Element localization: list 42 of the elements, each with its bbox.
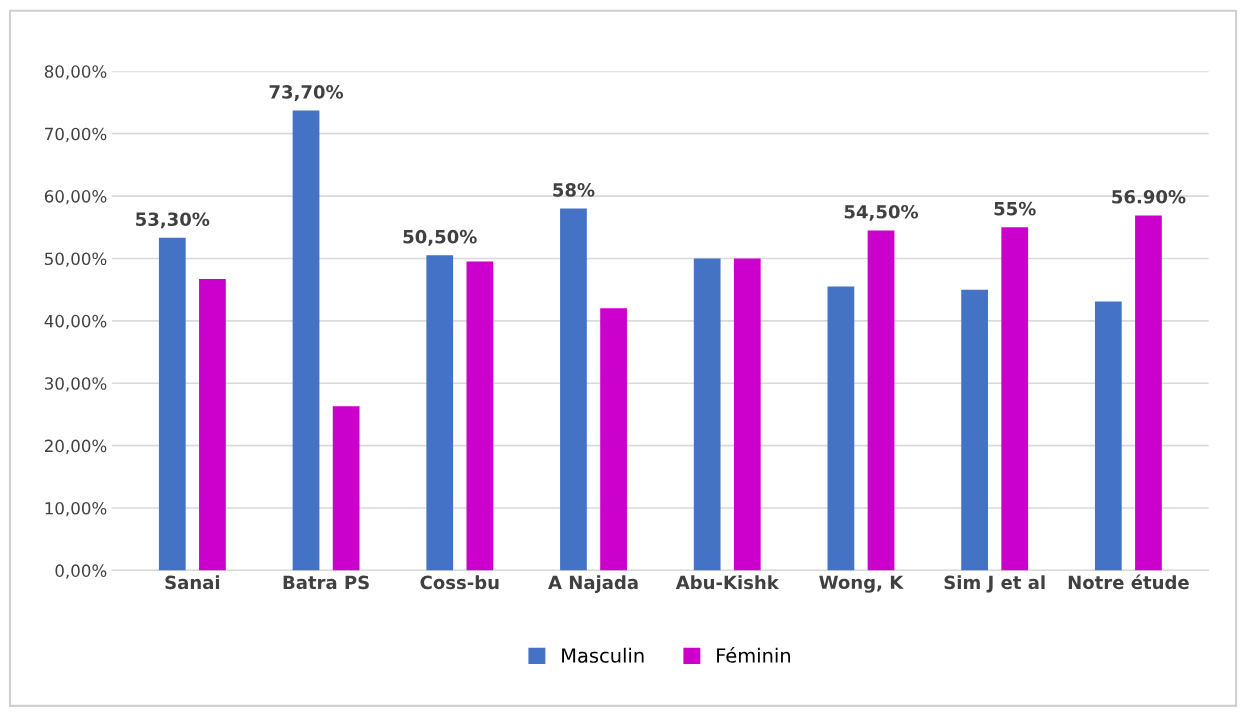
x-tick-label: Notre étude <box>1068 574 1189 590</box>
bar <box>1001 227 1029 571</box>
y-tick-label: 40,00% <box>44 314 107 330</box>
y-tick-label: 30,00% <box>45 377 107 392</box>
x-tick-label: Sim J et al <box>944 575 1045 593</box>
x-tick-label: Batra PS <box>283 575 369 590</box>
data-label: 53,30% <box>136 212 210 229</box>
data-label: 50,50% <box>403 229 477 246</box>
legend-label: Féminin <box>717 647 790 663</box>
x-tick-label: Wong, K <box>819 575 904 593</box>
bar <box>600 308 627 571</box>
x-tick-label: Coss-bu <box>420 575 499 590</box>
bar <box>560 208 587 571</box>
y-tick-label: 10,00% <box>45 501 107 517</box>
bar <box>1094 301 1122 571</box>
legend-label: Masculin <box>562 647 644 663</box>
x-tick-label: Sanai <box>165 575 220 590</box>
y-tick-label: 70,00% <box>45 127 107 142</box>
bar <box>426 255 454 571</box>
bar <box>332 406 360 571</box>
bar <box>693 258 721 571</box>
y-tick-label: 20,00% <box>44 439 107 454</box>
data-label: 73,70% <box>269 85 344 102</box>
bar <box>199 279 226 571</box>
data-label: 58% <box>553 183 595 197</box>
data-label: 54,50% <box>844 204 919 221</box>
bar <box>292 110 320 571</box>
bar <box>733 258 761 571</box>
bar <box>867 230 895 571</box>
data-label: 56.90% <box>1112 189 1186 204</box>
y-tick-label: 0,00% <box>55 564 107 579</box>
bar <box>466 261 494 571</box>
x-tick-label: A Najada <box>548 575 638 593</box>
x-tick-label: Abu-Kishk <box>675 575 780 590</box>
y-tick-label: 50,00% <box>45 252 107 267</box>
y-tick-label: 60,00% <box>44 190 107 205</box>
bar <box>1135 215 1162 571</box>
y-tick-label: 80,00% <box>44 65 107 80</box>
data-label: 55% <box>994 201 1036 216</box>
bar <box>158 237 186 571</box>
bar <box>961 289 988 571</box>
bar <box>827 286 855 571</box>
